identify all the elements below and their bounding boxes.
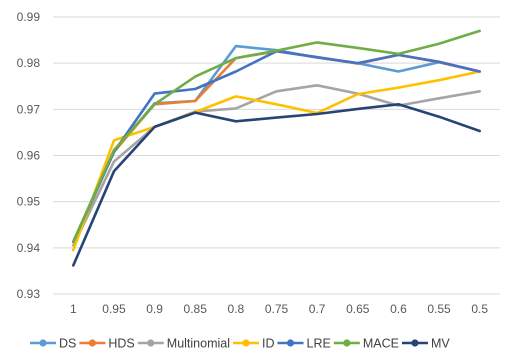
x-tick-label: 0.6 [390, 302, 407, 316]
x-tick-label: 0.55 [427, 302, 451, 316]
x-tick-label: 0.8 [228, 302, 245, 316]
series-line-multinomial [72, 84, 482, 247]
legend-item-ds: DS [30, 337, 76, 351]
x-tick-label: 0.85 [184, 302, 208, 316]
legend-label: HDS [108, 337, 134, 351]
legend-label: LRE [307, 337, 331, 351]
legend-item-lre: LRE [277, 337, 331, 351]
y-axis: 0.93 0.94 0.95 0.96 0.97 0.98 0.99 [17, 10, 41, 301]
y-tick-label: 0.97 [17, 102, 41, 116]
series-line-mv [72, 103, 482, 267]
y-tick-label: 0.99 [17, 10, 41, 24]
series-lines [72, 29, 482, 267]
x-tick-label: 1 [70, 302, 77, 316]
x-tick-label: 0.95 [102, 302, 126, 316]
x-tick-label: 0.65 [346, 302, 370, 316]
legend-marker [286, 339, 295, 347]
legend-marker [343, 339, 351, 347]
x-tick-label: 0.75 [265, 302, 289, 316]
y-tick-label: 0.95 [17, 195, 41, 209]
legend-label: MACE [363, 337, 399, 351]
y-tick-label: 0.96 [17, 149, 41, 163]
x-tick-label: 0.7 [309, 302, 326, 316]
y-tick-label: 0.94 [17, 241, 41, 255]
series-line-hds [72, 49, 482, 244]
legend-marker [39, 339, 47, 347]
legend-marker [242, 339, 250, 347]
series-line-mace [72, 29, 482, 244]
legend-label: Multinomial [167, 337, 230, 351]
legend-label: ID [262, 337, 275, 351]
legend-item-hds: HDS [79, 337, 135, 351]
x-tick-label: 0.9 [146, 302, 163, 316]
legend-item-id: ID [233, 337, 275, 351]
legend-item-mace: MACE [333, 337, 399, 351]
series-line-lre [72, 49, 482, 244]
x-axis: 1 0.95 0.9 0.85 0.8 0.75 0.7 0.65 0.6 0.55 0.5 [70, 302, 488, 316]
legend-label: MV [431, 337, 450, 351]
y-tick-label: 0.93 [17, 287, 41, 301]
legend-marker [147, 339, 155, 347]
series-line-id [72, 70, 482, 252]
legend-marker [88, 339, 96, 347]
legend-item-multinomial: Multinomial [137, 337, 230, 351]
legend-label: DS [59, 337, 76, 351]
y-tick-label: 0.98 [17, 56, 41, 70]
legend-marker [411, 339, 419, 347]
legend: DS HDS Multinomial ID LRE MACE MV [30, 337, 450, 351]
legend-item-mv: MV [401, 337, 450, 351]
x-tick-label: 0.5 [471, 302, 488, 316]
